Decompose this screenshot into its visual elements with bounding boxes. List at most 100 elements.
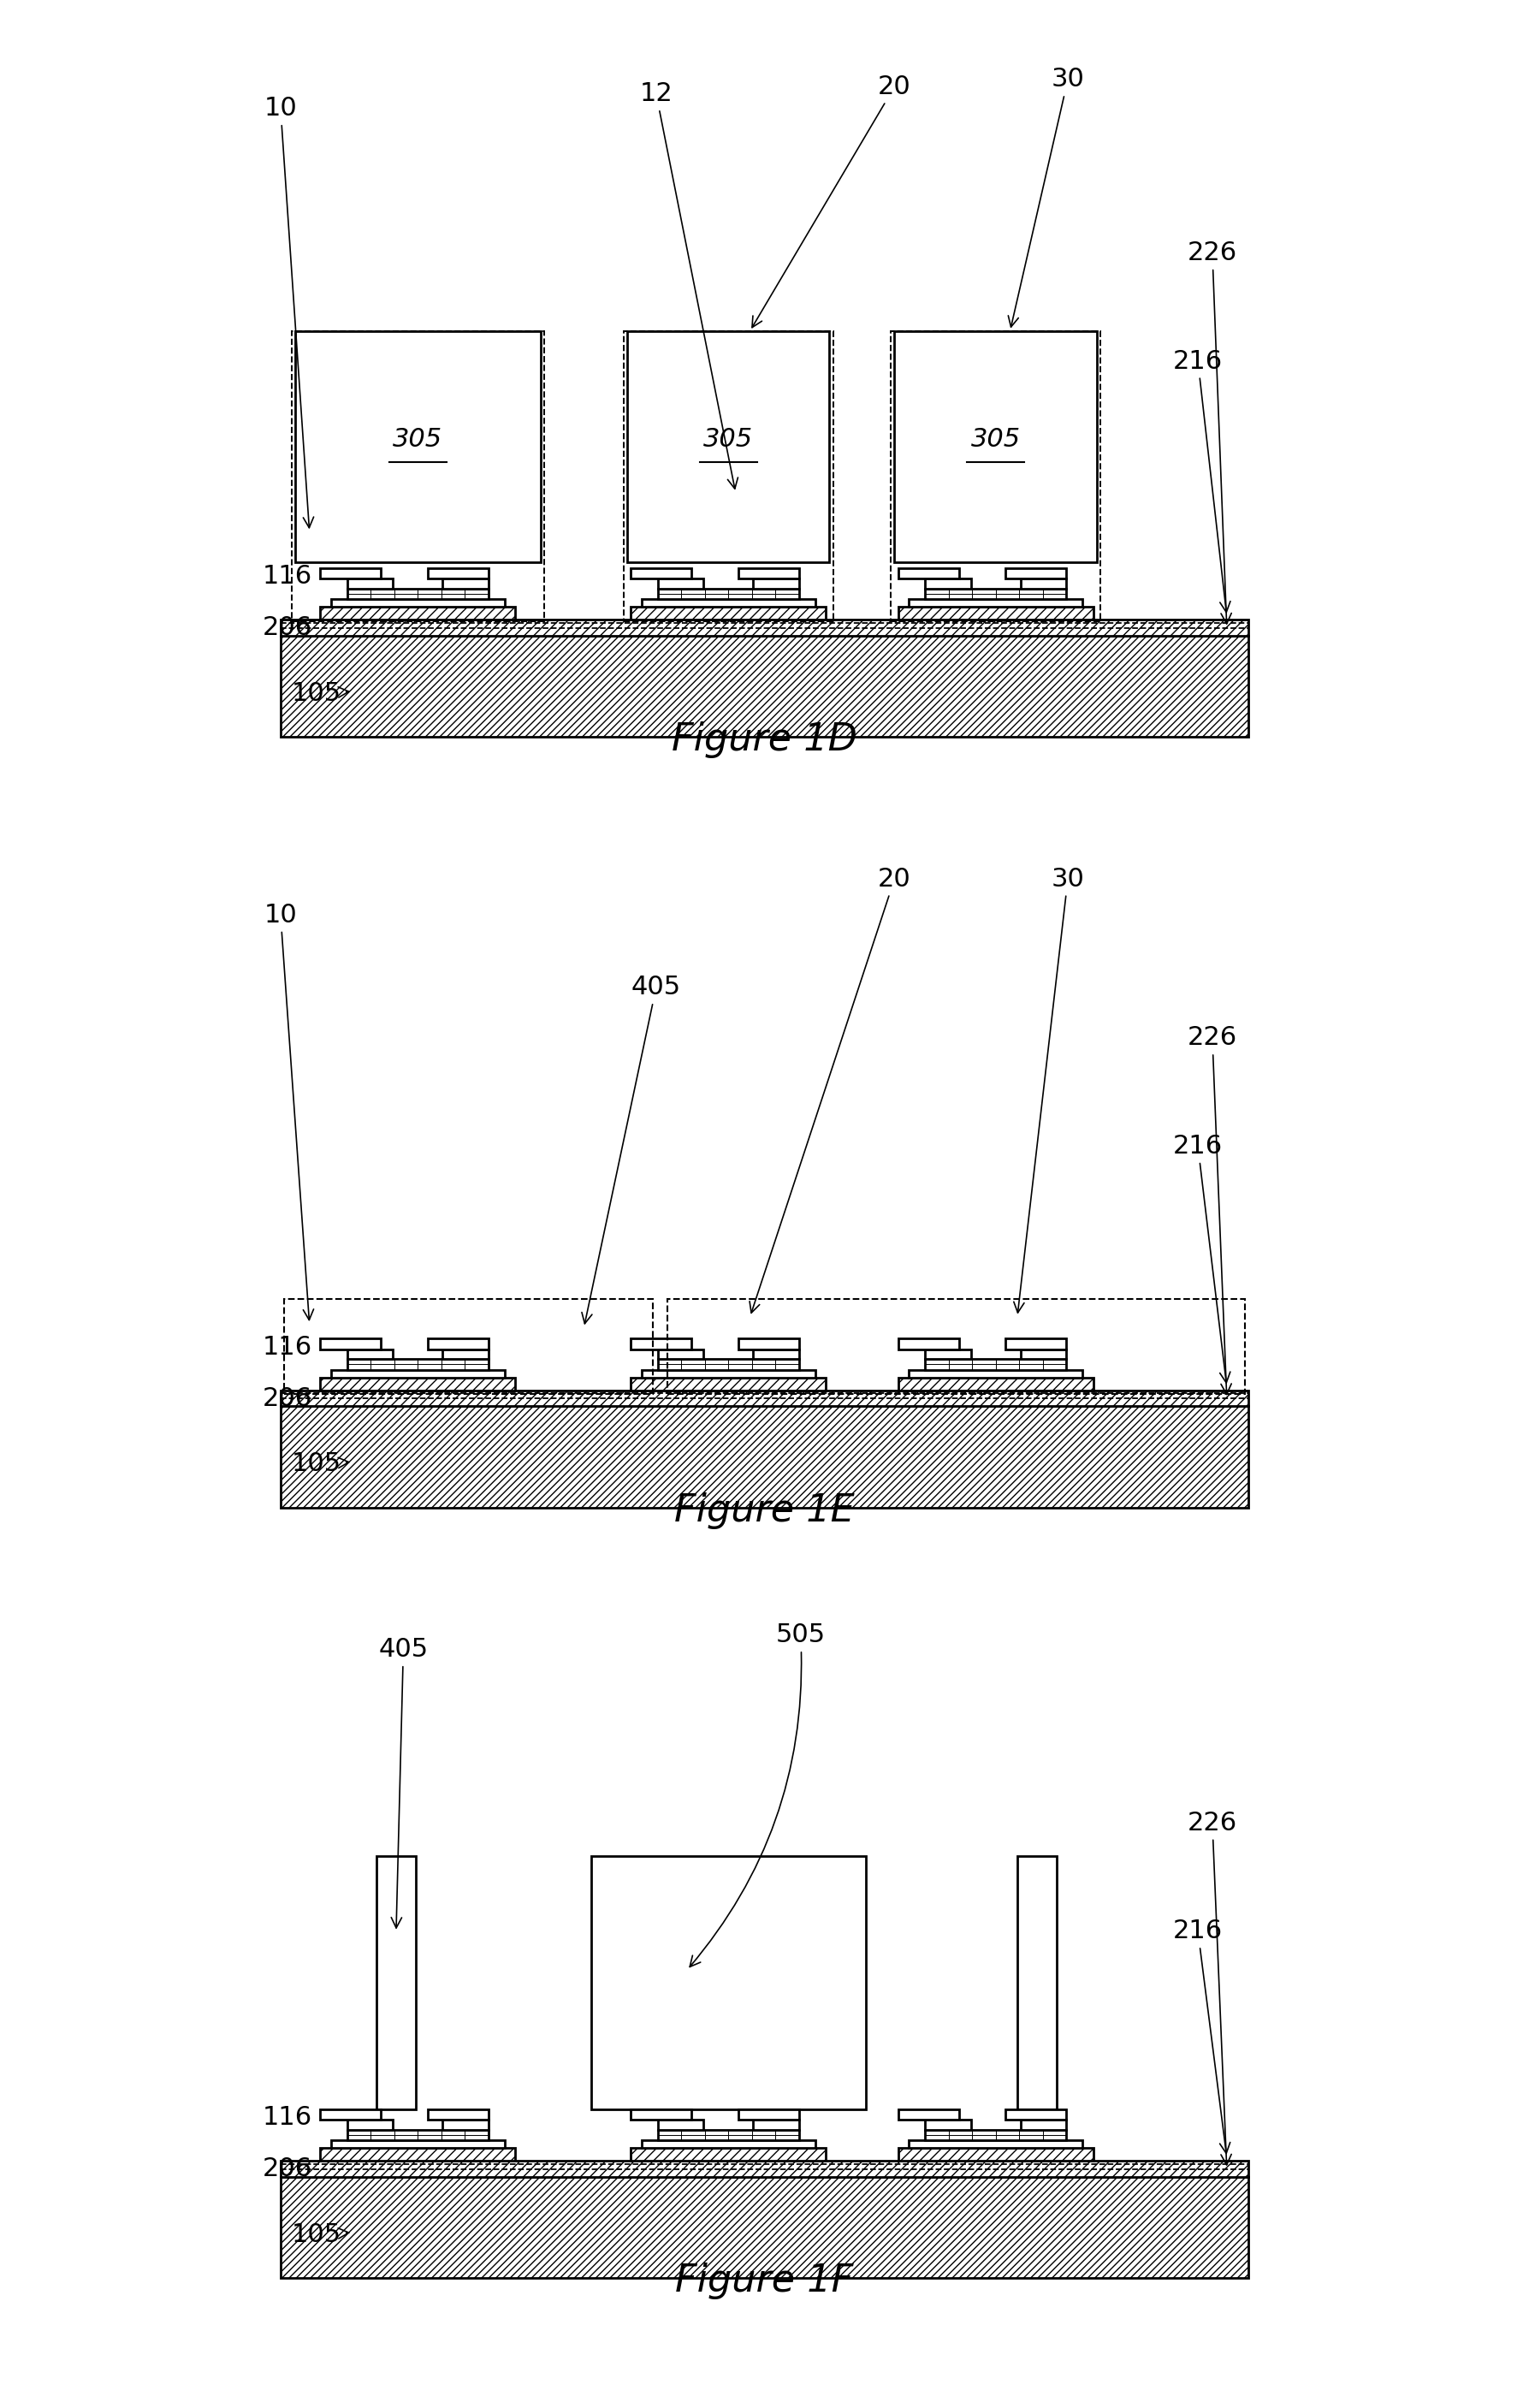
Bar bbox=[631, 2148, 826, 2160]
Bar bbox=[908, 600, 1083, 607]
Bar bbox=[631, 1377, 826, 1389]
Bar bbox=[631, 607, 826, 619]
Text: Figure 1F: Figure 1F bbox=[676, 2264, 853, 2300]
Bar bbox=[320, 2109, 381, 2119]
Bar bbox=[898, 2109, 959, 2119]
Text: 12: 12 bbox=[639, 82, 739, 489]
Text: 216: 216 bbox=[1173, 1134, 1231, 1382]
Text: 116: 116 bbox=[263, 563, 312, 590]
Bar bbox=[657, 578, 703, 588]
Bar bbox=[739, 2109, 798, 2119]
Bar bbox=[280, 636, 1249, 737]
Text: 105: 105 bbox=[292, 681, 349, 706]
Text: 226: 226 bbox=[1188, 1026, 1237, 1394]
Bar bbox=[280, 1406, 1249, 1507]
Bar bbox=[925, 588, 1066, 600]
Text: Figure 1E: Figure 1E bbox=[674, 1493, 855, 1529]
Text: 226: 226 bbox=[1188, 1811, 1237, 2165]
Bar bbox=[280, 2177, 1249, 2278]
Bar bbox=[754, 578, 798, 588]
Text: 305: 305 bbox=[393, 426, 443, 453]
Text: 30: 30 bbox=[1008, 67, 1084, 327]
Bar bbox=[657, 588, 798, 600]
Text: 206: 206 bbox=[263, 616, 312, 641]
Bar bbox=[376, 1857, 416, 2109]
Bar bbox=[898, 568, 959, 578]
Bar bbox=[898, 607, 1093, 619]
Bar bbox=[898, 2148, 1093, 2160]
Bar bbox=[925, 578, 971, 588]
Text: 116: 116 bbox=[263, 2105, 312, 2131]
Bar bbox=[894, 330, 1096, 561]
Text: 105: 105 bbox=[292, 1452, 349, 1476]
Bar bbox=[925, 2129, 1066, 2141]
Bar bbox=[754, 1348, 798, 1358]
Bar bbox=[280, 1389, 1249, 1406]
Bar bbox=[1006, 2109, 1066, 2119]
Bar bbox=[280, 619, 1249, 636]
Bar bbox=[347, 2119, 393, 2129]
Bar bbox=[1020, 1348, 1066, 1358]
Bar bbox=[320, 2148, 515, 2160]
Bar bbox=[347, 2129, 488, 2141]
Bar bbox=[642, 2141, 815, 2148]
Text: Figure 1D: Figure 1D bbox=[671, 722, 858, 759]
Text: 30: 30 bbox=[1014, 867, 1084, 1312]
Bar bbox=[443, 578, 488, 588]
Bar bbox=[1017, 1857, 1057, 2109]
Text: 10: 10 bbox=[265, 903, 313, 1320]
Bar bbox=[320, 607, 515, 619]
Text: 405: 405 bbox=[379, 1637, 428, 1929]
Bar bbox=[347, 1348, 393, 1358]
Text: 305: 305 bbox=[971, 426, 1020, 453]
Bar bbox=[284, 1298, 653, 1394]
Bar bbox=[1020, 2119, 1066, 2129]
Bar bbox=[332, 600, 505, 607]
Bar bbox=[908, 2141, 1083, 2148]
Bar bbox=[657, 1348, 703, 1358]
Bar bbox=[347, 578, 393, 588]
Bar bbox=[657, 1358, 798, 1370]
Text: 405: 405 bbox=[583, 975, 680, 1324]
Text: 10: 10 bbox=[265, 96, 313, 527]
Bar bbox=[925, 1348, 971, 1358]
Bar bbox=[332, 1370, 505, 1377]
Bar bbox=[428, 2109, 488, 2119]
Bar bbox=[320, 1339, 381, 1348]
Bar bbox=[642, 1370, 815, 1377]
Bar bbox=[320, 568, 381, 578]
Bar bbox=[631, 2109, 691, 2119]
Bar bbox=[280, 2160, 1249, 2177]
Bar bbox=[908, 1370, 1083, 1377]
Bar bbox=[631, 568, 691, 578]
Bar bbox=[428, 1339, 488, 1348]
Text: 206: 206 bbox=[263, 2158, 312, 2182]
Text: 20: 20 bbox=[752, 75, 911, 327]
Bar bbox=[443, 1348, 488, 1358]
Text: 105: 105 bbox=[292, 2223, 349, 2247]
Bar bbox=[320, 1377, 515, 1389]
Bar bbox=[631, 1339, 691, 1348]
Bar bbox=[642, 600, 815, 607]
Bar bbox=[1006, 1339, 1066, 1348]
Bar bbox=[754, 2119, 798, 2129]
Bar bbox=[428, 568, 488, 578]
Bar bbox=[443, 2119, 488, 2129]
Text: 206: 206 bbox=[263, 1387, 312, 1411]
Bar bbox=[332, 2141, 505, 2148]
Bar bbox=[627, 330, 830, 561]
Bar bbox=[657, 2119, 703, 2129]
Bar bbox=[295, 330, 541, 561]
Bar bbox=[347, 1358, 488, 1370]
Bar bbox=[292, 330, 544, 621]
Text: 216: 216 bbox=[1173, 349, 1231, 612]
Text: 505: 505 bbox=[690, 1623, 826, 1967]
Bar bbox=[1020, 578, 1066, 588]
Bar bbox=[1006, 568, 1066, 578]
Bar bbox=[898, 1377, 1093, 1389]
Bar bbox=[925, 2119, 971, 2129]
Bar bbox=[657, 2129, 798, 2141]
Bar bbox=[925, 1358, 1066, 1370]
Bar bbox=[592, 1857, 865, 2109]
Bar bbox=[347, 588, 488, 600]
